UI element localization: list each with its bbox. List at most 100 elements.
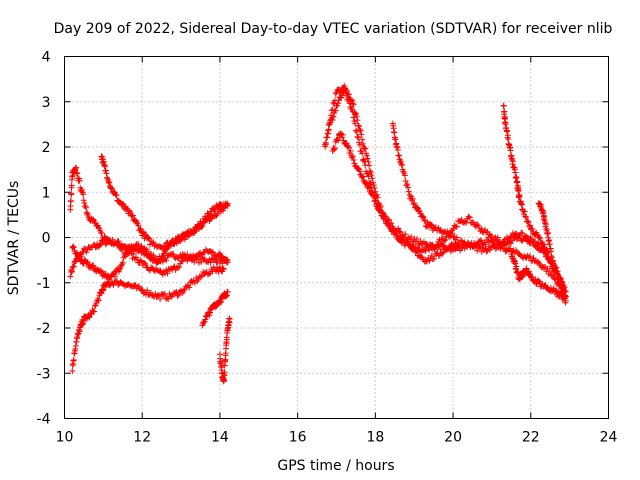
x-axis-label: GPS time / hours xyxy=(277,458,394,474)
data-point xyxy=(359,136,366,143)
data-point xyxy=(527,222,534,229)
data-point xyxy=(358,131,365,138)
data-point xyxy=(550,261,557,268)
series-track-h xyxy=(321,82,569,300)
data-point xyxy=(73,164,80,171)
data-point xyxy=(466,214,473,221)
data-point xyxy=(355,122,362,129)
data-point xyxy=(495,240,502,247)
data-point xyxy=(335,137,342,144)
data-point xyxy=(221,369,228,376)
data-point xyxy=(520,207,527,214)
data-point xyxy=(91,308,98,315)
data-point xyxy=(90,216,97,223)
data-point xyxy=(194,253,201,260)
data-point xyxy=(396,152,403,159)
data-point xyxy=(536,234,543,241)
series-track-m xyxy=(535,200,567,295)
data-point xyxy=(206,270,213,277)
data-point xyxy=(437,240,444,247)
data-point xyxy=(503,241,510,248)
data-point xyxy=(192,227,199,234)
data-point xyxy=(326,119,333,126)
data-point xyxy=(70,244,77,251)
data-point xyxy=(370,192,377,199)
data-point xyxy=(95,297,102,304)
data-point xyxy=(509,158,516,165)
data-point xyxy=(473,221,480,228)
data-point xyxy=(395,225,402,232)
data-point xyxy=(342,85,349,92)
data-point xyxy=(69,367,76,374)
data-point xyxy=(425,246,432,253)
data-point xyxy=(366,162,373,169)
data-point xyxy=(224,257,231,264)
data-point xyxy=(170,251,177,258)
data-point xyxy=(377,207,384,214)
data-point xyxy=(145,251,152,258)
y-tick-label: 4 xyxy=(42,50,51,66)
series-track-g xyxy=(216,315,233,385)
data-point xyxy=(331,100,338,107)
data-point xyxy=(90,262,97,269)
data-point xyxy=(99,287,106,294)
data-point xyxy=(393,143,400,150)
data-point xyxy=(220,265,227,272)
data-point xyxy=(362,145,369,152)
data-point xyxy=(349,97,356,104)
data-point xyxy=(551,263,558,270)
data-point xyxy=(331,146,338,153)
data-point xyxy=(453,223,460,230)
data-point xyxy=(478,225,485,232)
data-point xyxy=(559,282,566,289)
x-tick-label: 22 xyxy=(522,430,540,446)
data-point xyxy=(106,179,113,186)
data-point xyxy=(134,256,141,263)
data-point xyxy=(456,242,463,249)
data-point xyxy=(354,133,361,140)
data-point xyxy=(343,89,350,96)
y-tick-label: -1 xyxy=(37,276,51,292)
data-point xyxy=(500,103,507,110)
data-point xyxy=(345,97,352,104)
data-point xyxy=(524,218,531,225)
data-point xyxy=(411,200,418,207)
data-point xyxy=(514,268,521,275)
data-point xyxy=(492,245,499,252)
data-point xyxy=(329,106,336,113)
data-point xyxy=(368,172,375,179)
data-point xyxy=(323,141,330,148)
data-point xyxy=(352,110,359,117)
data-point xyxy=(145,234,152,241)
data-point xyxy=(422,247,429,254)
data-point xyxy=(143,246,150,253)
data-point xyxy=(359,173,366,180)
data-point xyxy=(328,112,335,119)
data-point xyxy=(327,117,334,124)
data-point xyxy=(442,237,449,244)
x-tick-label: 18 xyxy=(366,430,384,446)
series-track-j xyxy=(329,130,569,295)
data-point xyxy=(206,312,213,319)
data-point xyxy=(540,241,547,248)
data-point xyxy=(78,186,85,193)
data-point xyxy=(401,172,408,179)
data-point xyxy=(214,211,221,218)
series-track-f xyxy=(199,288,231,329)
data-point xyxy=(98,230,105,237)
data-point xyxy=(353,113,360,120)
data-point xyxy=(457,237,464,244)
data-point xyxy=(199,223,206,230)
y-tick-label: 2 xyxy=(42,140,51,156)
data-point xyxy=(537,235,544,242)
data-point xyxy=(68,191,75,198)
data-point xyxy=(394,146,401,153)
data-point xyxy=(364,155,371,162)
data-point xyxy=(369,175,376,182)
data-point xyxy=(544,249,551,256)
data-point xyxy=(553,270,560,277)
data-point xyxy=(157,295,164,302)
data-point xyxy=(406,192,413,199)
data-point xyxy=(81,199,88,206)
data-point xyxy=(349,153,356,160)
